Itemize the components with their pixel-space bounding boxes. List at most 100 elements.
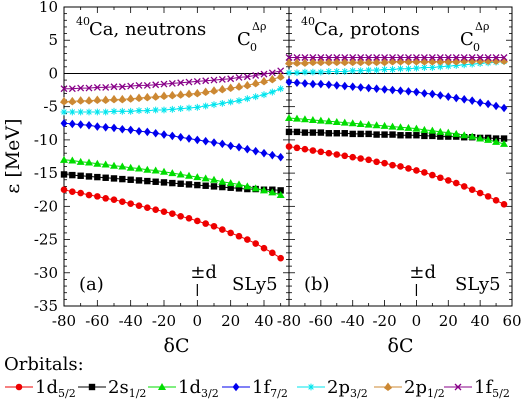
data-point	[397, 163, 404, 170]
data-point	[413, 132, 420, 139]
series-2p12	[285, 56, 509, 67]
data-point	[227, 141, 235, 151]
coupling-sub: 0	[473, 41, 480, 54]
legend-label: 1d5/2	[35, 377, 76, 400]
data-point	[60, 155, 68, 163]
legend-marker	[88, 383, 96, 391]
data-point	[301, 68, 309, 76]
y-tick-label: 5	[48, 31, 58, 49]
data-point	[325, 54, 333, 61]
data-point	[412, 124, 421, 132]
data-point	[301, 145, 309, 153]
data-point	[468, 96, 476, 105]
data-point	[93, 83, 101, 91]
data-point	[127, 200, 134, 207]
data-point	[340, 118, 349, 126]
data-point	[397, 54, 404, 61]
data-point	[412, 54, 420, 61]
data-point	[260, 91, 268, 99]
data-point	[168, 131, 176, 141]
data-point	[77, 120, 85, 129]
data-point	[293, 78, 301, 88]
force-label: SLy5	[232, 274, 278, 295]
data-point	[372, 121, 381, 129]
series-2p12	[60, 72, 285, 106]
data-point	[176, 90, 185, 99]
data-point	[341, 54, 349, 61]
data-point	[260, 148, 268, 158]
legend-marker	[454, 383, 462, 391]
data-point	[118, 83, 126, 91]
legend-title: Orbitals:	[4, 354, 84, 375]
coupling-sup: Δρ	[252, 20, 266, 33]
series-2s12	[285, 128, 508, 142]
data-point	[349, 153, 357, 161]
data-point	[349, 82, 357, 92]
data-point	[68, 96, 77, 106]
data-point	[428, 54, 436, 61]
data-point	[118, 162, 127, 170]
data-point	[444, 54, 452, 61]
data-point	[93, 95, 102, 105]
data-point	[333, 68, 341, 75]
data-point	[193, 77, 201, 85]
data-point	[69, 188, 76, 196]
data-point	[429, 132, 436, 140]
data-point	[160, 208, 168, 215]
y-tick-label: -10	[34, 131, 58, 149]
data-point	[227, 184, 234, 191]
data-point	[484, 99, 492, 109]
data-point	[301, 54, 309, 61]
nucleus-mass: 40	[301, 15, 315, 28]
data-point	[185, 134, 193, 143]
data-point	[177, 105, 185, 113]
data-point	[276, 191, 285, 199]
data-point	[60, 118, 68, 128]
data-point	[168, 90, 177, 100]
legend-marker	[158, 383, 166, 390]
x-tick-label: 0	[412, 312, 422, 330]
data-point	[389, 131, 396, 138]
x-tick-label: 20	[221, 312, 240, 330]
data-point	[77, 108, 85, 116]
nucleus-text: Ca, protons	[314, 19, 420, 40]
data-point	[68, 108, 76, 116]
x-tick-label: -60	[85, 312, 109, 330]
data-point	[420, 64, 428, 71]
data-point	[285, 143, 293, 150]
data-point	[397, 86, 404, 96]
data-point	[324, 117, 333, 125]
legend-item-1d52: 1d5/2	[5, 377, 76, 400]
data-point	[420, 54, 428, 61]
x-axis-title: δC	[164, 335, 190, 357]
data-point	[325, 149, 333, 157]
data-point	[85, 108, 93, 116]
data-point	[373, 158, 380, 166]
data-point	[110, 196, 118, 203]
data-point	[160, 106, 168, 114]
data-point	[268, 150, 276, 160]
data-point	[127, 125, 135, 135]
data-point	[160, 91, 168, 101]
data-point	[468, 186, 476, 194]
data-point	[119, 198, 126, 205]
data-point	[243, 182, 252, 190]
series-line	[288, 117, 505, 145]
data-point	[420, 125, 429, 133]
data-point	[364, 120, 373, 128]
data-point	[285, 58, 293, 67]
data-point	[348, 57, 357, 67]
data-point	[126, 163, 135, 171]
legend-label: 2p1/2	[404, 377, 445, 400]
data-point	[444, 56, 453, 66]
data-point	[380, 57, 389, 67]
data-point	[341, 152, 349, 160]
data-point	[293, 144, 301, 152]
data-point	[309, 147, 317, 154]
legend-label: 1d3/2	[178, 377, 219, 400]
data-point	[143, 81, 151, 89]
data-point	[436, 63, 444, 71]
legend-label: 1f5/2	[474, 377, 510, 400]
data-point	[397, 65, 404, 73]
data-point	[381, 159, 388, 167]
